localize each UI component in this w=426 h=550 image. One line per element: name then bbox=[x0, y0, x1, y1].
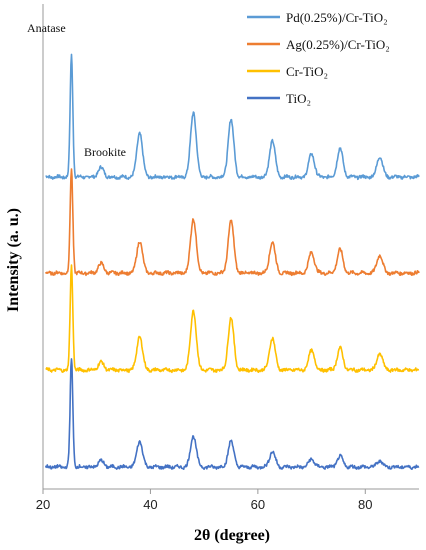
series-line-0 bbox=[45, 53, 420, 181]
series-line-2 bbox=[45, 264, 420, 374]
x-tick-label: 40 bbox=[143, 497, 157, 512]
legend-label-3: TiO₂ bbox=[286, 91, 311, 106]
series-line-3 bbox=[44, 358, 420, 471]
x-ticks: 20 40 60 80 bbox=[36, 489, 373, 512]
legend-label-2: Cr-TiO₂ bbox=[286, 64, 328, 79]
x-tick-label: 20 bbox=[36, 497, 50, 512]
legend-label-0: Pd(0.25%)/Cr-TiO₂ bbox=[286, 10, 388, 25]
x-tick-label: 80 bbox=[358, 497, 372, 512]
trace-layer bbox=[44, 53, 420, 471]
annotation-anatase: Anatase bbox=[27, 21, 66, 35]
legend: Pd(0.25%)/Cr-TiO₂ Ag(0.25%)/Cr-TiO₂ Cr-TiO… bbox=[247, 10, 390, 106]
y-axis-title: Intensity (a. u.) bbox=[5, 208, 22, 312]
x-axis-title: 2θ (degree) bbox=[194, 527, 270, 544]
axes bbox=[42, 4, 419, 490]
series-line-1 bbox=[44, 168, 420, 277]
annotation-brookite: Brookite bbox=[84, 145, 126, 159]
annotations: Anatase Brookite bbox=[27, 21, 126, 159]
legend-label-1: Ag(0.25%)/Cr-TiO₂ bbox=[286, 37, 390, 52]
x-tick-label: 60 bbox=[251, 497, 265, 512]
